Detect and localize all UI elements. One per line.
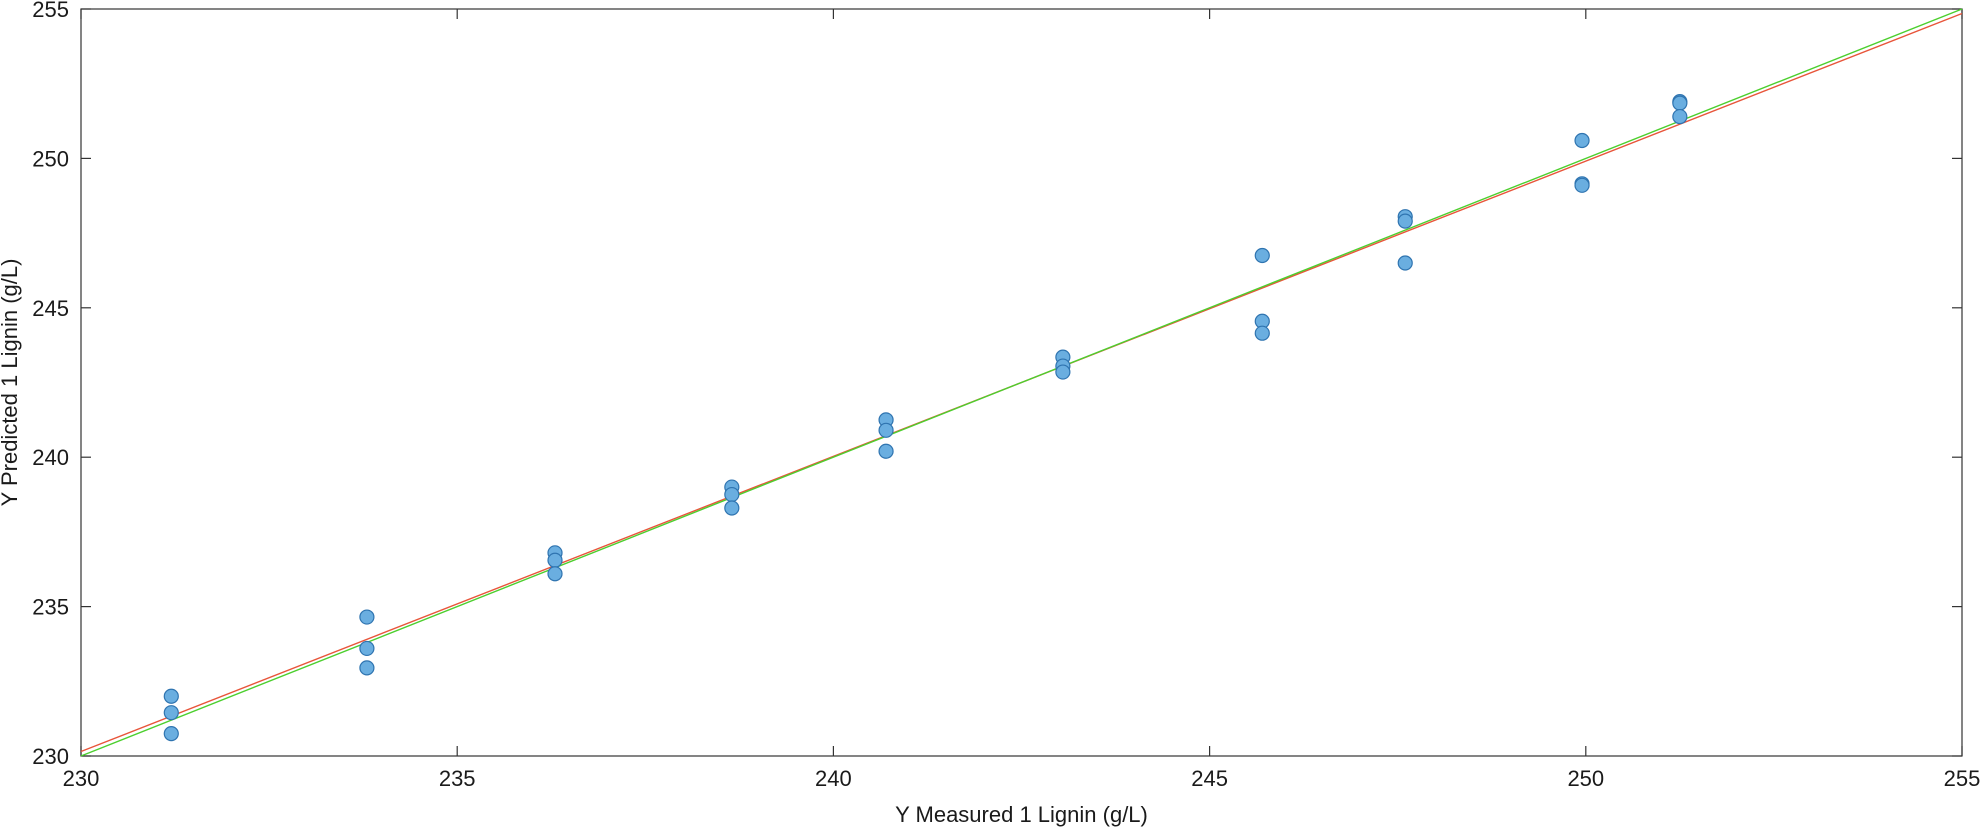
data-point (878, 443, 894, 459)
data-point (163, 705, 179, 721)
data-point (1574, 132, 1590, 149)
data-point (1672, 95, 1688, 111)
x-tick-label: 235 (439, 766, 476, 791)
data-point (1397, 255, 1413, 271)
data-point (1055, 364, 1071, 380)
y-tick-label: 240 (32, 445, 69, 470)
x-tick-label: 230 (63, 766, 100, 791)
data-point (359, 660, 375, 676)
target-line (80, 8, 1963, 757)
data-point (1254, 247, 1270, 264)
data-point (547, 552, 563, 568)
data-point (1574, 177, 1590, 193)
x-tick-label: 245 (1191, 766, 1228, 791)
fit-lines (80, 8, 1963, 757)
data-point (1672, 108, 1688, 125)
data-point (359, 609, 375, 625)
y-tick-label: 250 (32, 146, 69, 171)
data-point (163, 725, 179, 742)
y-axis-label: Y Predicted 1 Lignin (g/L) (0, 259, 22, 507)
plot-frame (80, 8, 1963, 757)
y-tick-label: 245 (32, 296, 69, 321)
x-tick-label: 250 (1567, 766, 1604, 791)
data-point (163, 688, 179, 704)
data-point (878, 422, 894, 438)
data-points (163, 94, 1688, 742)
data-point (359, 640, 375, 657)
y-tick-label: 235 (32, 595, 69, 620)
data-point (1254, 325, 1270, 341)
y-tick-label: 230 (32, 744, 69, 769)
y-tick-label: 255 (32, 0, 69, 22)
data-point (724, 486, 740, 503)
data-point (1397, 213, 1413, 229)
x-axis-label: Y Measured 1 Lignin (g/L) (895, 802, 1148, 827)
x-tick-label: 240 (815, 766, 852, 791)
x-tick-label: 255 (1944, 766, 1981, 791)
axes: 230 235 240 245 250 255 230 235 240 245 250 255 (32, 0, 1980, 791)
data-point (724, 500, 740, 516)
data-point (547, 566, 563, 582)
